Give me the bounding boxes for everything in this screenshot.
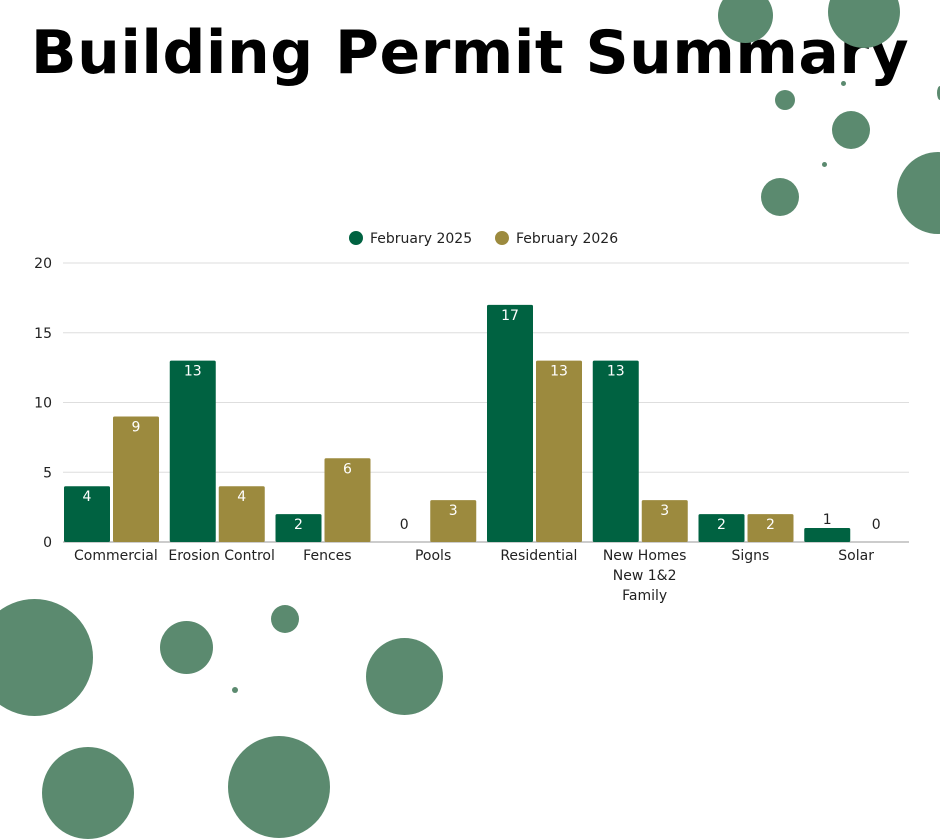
data-label: 3 (449, 503, 458, 519)
bar (218, 486, 265, 542)
decorative-circle (228, 736, 330, 838)
decorative-circle (232, 687, 238, 693)
data-label: 13 (184, 364, 202, 380)
data-label: 2 (717, 517, 726, 533)
bar (430, 500, 477, 542)
bar (698, 514, 745, 542)
bar (592, 360, 639, 542)
decorative-circle (160, 621, 213, 674)
bar (641, 500, 688, 542)
x-tick-label: Fences (303, 548, 351, 564)
x-tick-label: Solar (838, 548, 874, 564)
legend-marker (349, 231, 363, 245)
legend-label: February 2025 (370, 231, 472, 247)
y-tick-label: 10 (34, 396, 52, 412)
y-tick-label: 0 (43, 535, 52, 551)
x-tick-label: New 1&2 (613, 568, 677, 584)
decorative-circle (761, 178, 799, 216)
y-tick-label: 15 (34, 326, 52, 342)
decorative-circle (271, 605, 299, 633)
y-tick-label: 5 (43, 465, 52, 481)
decorative-circle (937, 86, 940, 100)
decorative-circle (822, 162, 827, 167)
bar (169, 360, 216, 542)
x-tick-label: Residential (500, 548, 577, 564)
data-label: 3 (660, 503, 669, 519)
data-label: 0 (872, 517, 881, 533)
decorative-circle (0, 599, 93, 716)
y-tick-label: 20 (34, 256, 52, 272)
decorative-circle (841, 81, 846, 86)
x-tick-label: Family (622, 588, 667, 604)
page-title: Building Permit Summary (30, 18, 910, 88)
decorative-circle (42, 747, 134, 839)
bar (536, 360, 582, 542)
x-tick-label: Erosion Control (168, 548, 275, 564)
legend-label: February 2026 (516, 231, 618, 247)
data-label: 2 (294, 517, 303, 533)
decorative-circle (718, 0, 773, 43)
decorative-circle (366, 638, 443, 715)
data-label: 0 (400, 517, 409, 533)
decorative-circle (775, 90, 795, 110)
bar (64, 486, 110, 542)
bar (275, 514, 322, 542)
x-tick-label: Commercial (74, 548, 158, 564)
data-label: 4 (237, 489, 246, 505)
bar (804, 528, 851, 542)
data-label: 1 (823, 512, 832, 528)
data-label: 2 (766, 517, 775, 533)
data-label: 13 (607, 364, 625, 380)
x-tick-label: Signs (731, 548, 769, 564)
data-label: 6 (343, 461, 352, 477)
data-label: 9 (132, 419, 141, 435)
data-label: 13 (550, 364, 568, 380)
data-label: 17 (501, 308, 519, 324)
bar (747, 514, 794, 542)
decorative-circle (832, 111, 870, 149)
bar (324, 458, 371, 542)
x-tick-label: Pools (415, 548, 451, 564)
bar (113, 416, 159, 542)
x-tick-label: New Homes (603, 548, 687, 564)
data-label: 4 (83, 489, 92, 505)
bar (487, 304, 533, 542)
legend-marker (495, 231, 509, 245)
